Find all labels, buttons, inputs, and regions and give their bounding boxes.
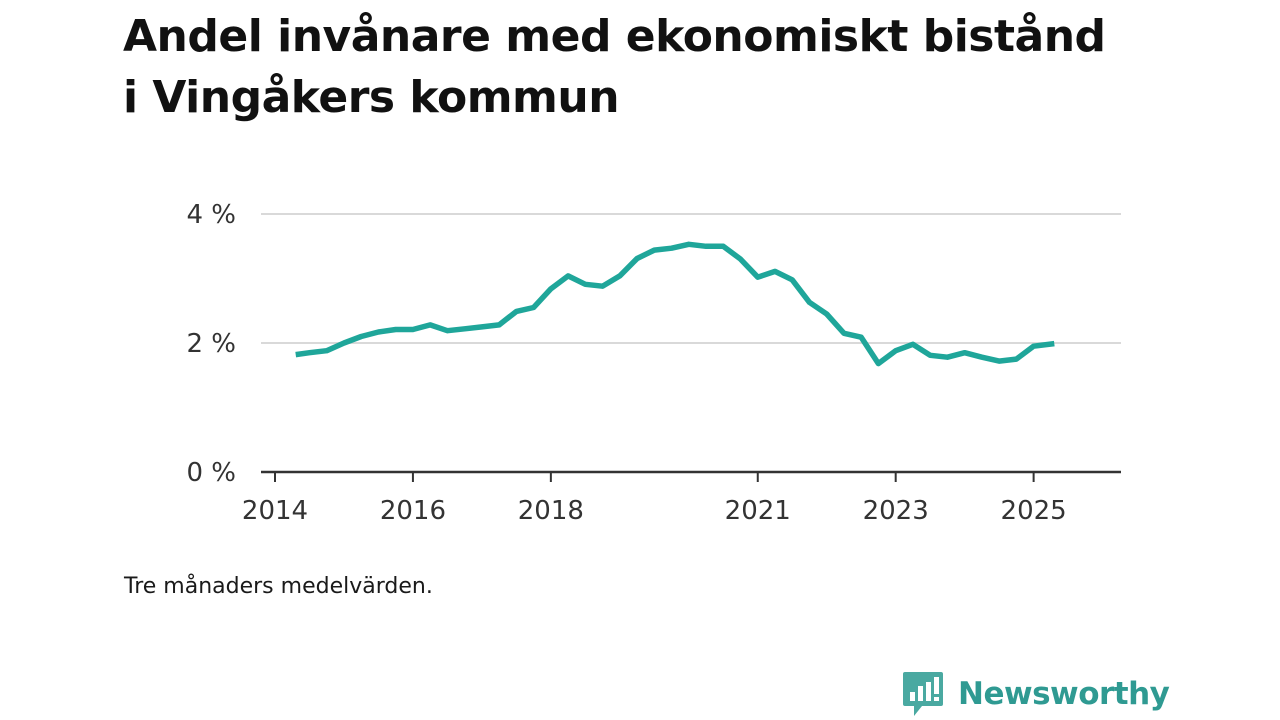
brand-name: Newsworthy bbox=[958, 676, 1170, 712]
x-axis-labels: 2014 2016 2018 2021 2023 2025 bbox=[242, 496, 1067, 526]
chart-title: Andel invånare med ekonomiskt bistånd i … bbox=[123, 11, 1106, 123]
x-tick-label: 2014 bbox=[242, 496, 308, 526]
brand-logo: Newsworthy bbox=[902, 670, 1170, 718]
gridlines bbox=[261, 213, 1121, 344]
y-tick-label: 4 % bbox=[186, 200, 236, 230]
x-axis bbox=[261, 470, 1121, 482]
y-tick-label: 2 % bbox=[186, 329, 236, 359]
x-tick-label: 2023 bbox=[863, 496, 929, 526]
x-tick-label: 2025 bbox=[1001, 496, 1067, 526]
line-chart: 0 % 2 % 4 % 2014 2016 2018 2021 2023 2025 bbox=[186, 200, 1121, 526]
y-tick-label: 0 % bbox=[186, 458, 236, 488]
series-line bbox=[295, 241, 1055, 367]
x-tick-label: 2018 bbox=[518, 496, 584, 526]
newsworthy-logo-icon bbox=[903, 672, 943, 716]
y-axis-labels: 0 % 2 % 4 % bbox=[186, 200, 236, 488]
chart-note: Tre månaders medelvärden. bbox=[124, 574, 433, 599]
series-layer bbox=[295, 241, 1055, 367]
x-tick-label: 2021 bbox=[725, 496, 791, 526]
x-tick-label: 2016 bbox=[380, 496, 446, 526]
